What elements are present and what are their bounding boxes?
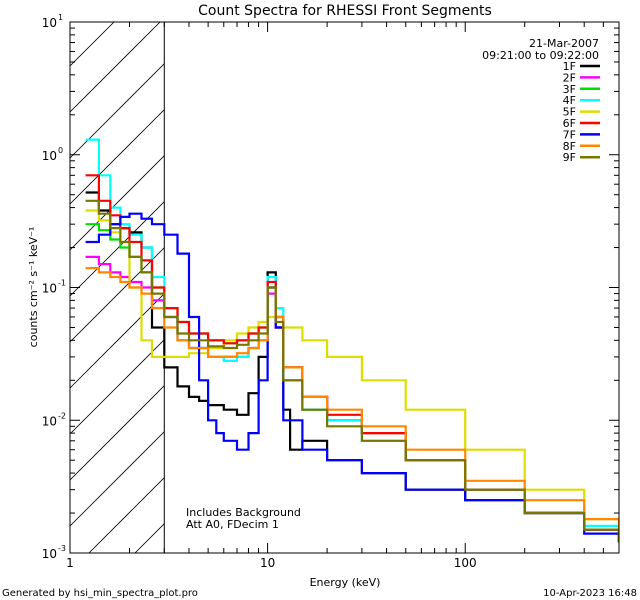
x-tick-labels: 1 10 100 <box>66 556 477 570</box>
y-tick-exponent: 1 <box>58 13 63 22</box>
y-tick-label: 10 <box>42 414 57 428</box>
hatch-line <box>70 293 165 389</box>
hatch-line <box>70 431 165 527</box>
series-line-3F <box>85 223 619 543</box>
y-tick-label: 10 <box>42 547 57 561</box>
hatch-line <box>70 0 164 20</box>
legend-label-6F: 6F <box>563 117 576 130</box>
hatched-region <box>70 0 165 553</box>
legend-label-4F: 4F <box>563 94 576 107</box>
hatch-line <box>70 22 161 113</box>
series-line-7F <box>85 212 619 543</box>
x-axis-label: Energy (keV) <box>310 576 381 589</box>
y-axis-label: counts cm⁻² s⁻¹ keV⁻¹ <box>27 227 40 348</box>
timestamp-label: 10-Apr-2023 16:48 <box>543 588 637 599</box>
annotation-attenuator: Att A0, FDecim 1 <box>186 518 279 531</box>
legend-label-5F: 5F <box>563 106 576 119</box>
legend-label-2F: 2F <box>563 71 576 84</box>
y-tick-label: 10 <box>42 16 57 30</box>
annotation-background: Includes Background <box>186 506 301 519</box>
legend-label-8F: 8F <box>563 140 576 153</box>
legend-label-9F: 9F <box>563 151 576 164</box>
hatch-line <box>70 109 165 205</box>
series-line-5F <box>85 209 619 534</box>
hatch-line <box>70 201 165 297</box>
x-tick-label: 100 <box>454 556 477 570</box>
hatch-line <box>134 523 165 553</box>
legend-label-3F: 3F <box>563 83 576 96</box>
generated-by-label: Generated by hsi_min_spectra_plot.pro <box>2 588 198 599</box>
y-tick-label: 10 <box>42 282 57 296</box>
hatch-line <box>70 339 165 435</box>
axis-ticks <box>69 22 620 554</box>
legend-label-7F: 7F <box>563 128 576 141</box>
x-tick-label: 10 <box>260 556 275 570</box>
date-label: 21-Mar-2007 <box>529 37 599 50</box>
series-line-6F <box>85 174 619 543</box>
series-line-9F <box>85 199 619 543</box>
series-lines <box>85 138 619 543</box>
x-tick-label: 1 <box>66 556 74 570</box>
hatch-line <box>70 385 165 481</box>
hatch-line <box>88 477 165 553</box>
hatch-line <box>70 155 165 251</box>
time-range-label: 09:21:00 to 09:22:00 <box>482 49 599 62</box>
hatch-line <box>70 247 165 343</box>
y-tick-exponent: 0 <box>58 146 63 155</box>
y-tick-label: 10 <box>42 149 57 163</box>
y-tick-exponent: -2 <box>58 411 66 420</box>
chart-title: Count Spectra for RHESSI Front Segments <box>198 3 492 19</box>
legend-label-1F: 1F <box>563 60 576 73</box>
hatch-line <box>70 63 165 159</box>
hatch-line <box>70 22 115 67</box>
y-tick-exponent: -3 <box>58 544 66 553</box>
y-tick-exponent: -1 <box>58 279 66 288</box>
series-line-4F <box>85 138 619 543</box>
